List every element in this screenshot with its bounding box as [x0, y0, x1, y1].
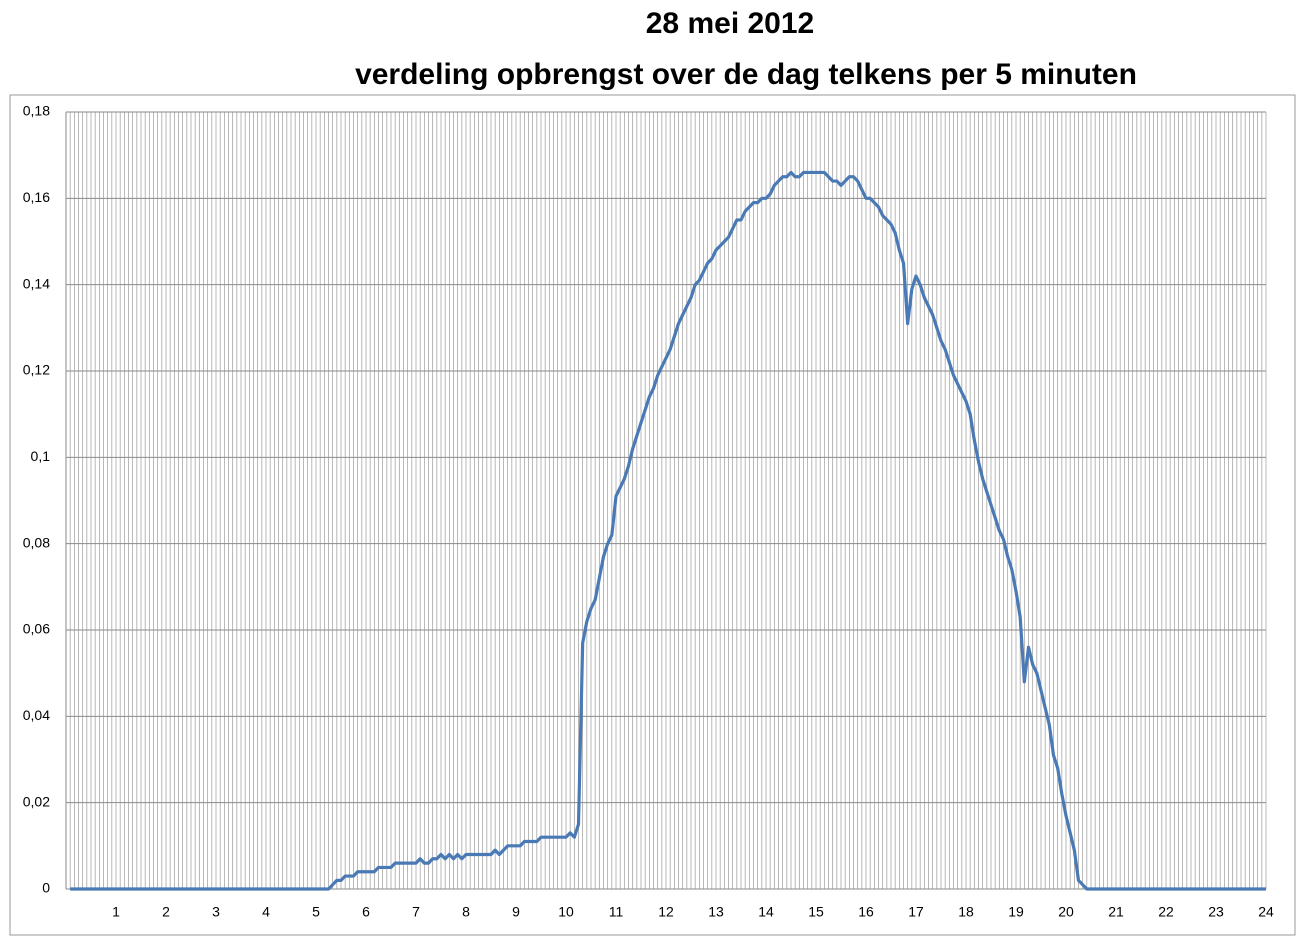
y-tick-label: 0,1 — [31, 448, 51, 464]
x-tick-label: 18 — [958, 904, 974, 920]
chart-title: 28 mei 2012 — [646, 7, 814, 40]
x-tick-label: 9 — [512, 904, 520, 920]
y-tick-label: 0,02 — [23, 793, 50, 809]
grid — [65, 111, 1267, 890]
data-line — [70, 170, 1266, 891]
x-tick-label: 11 — [609, 904, 624, 920]
y-tick-label: 0,18 — [23, 103, 50, 119]
x-tick-label: 2 — [162, 904, 170, 920]
x-tick-label: 4 — [262, 904, 270, 920]
x-tick-label: 8 — [462, 904, 470, 920]
y-tick-label: 0,14 — [23, 275, 50, 291]
chart-subtitle: verdeling opbrengst over de dag telkens … — [355, 58, 1137, 91]
x-tick-label: 22 — [1158, 904, 1174, 920]
x-tick-label: 5 — [312, 904, 320, 920]
x-tick-label: 15 — [808, 904, 824, 920]
x-tick-label: 7 — [412, 904, 420, 920]
x-tick-label: 17 — [908, 904, 924, 920]
x-tick-label: 3 — [212, 904, 220, 920]
x-tick-label: 19 — [1008, 904, 1024, 920]
y-tick-label: 0 — [42, 880, 50, 896]
y-tick-label: 0,04 — [23, 707, 50, 723]
x-tick-label: 16 — [858, 904, 874, 920]
x-tick-label: 23 — [1208, 904, 1224, 920]
x-tick-label: 6 — [362, 904, 370, 920]
y-tick-label: 0,12 — [23, 362, 50, 378]
x-tick-label: 12 — [658, 904, 674, 920]
x-tick-label: 24 — [1258, 904, 1274, 920]
x-tick-label: 10 — [558, 904, 574, 920]
x-tick-label: 13 — [708, 904, 724, 920]
chart-frame — [9, 94, 1296, 936]
y-tick-label: 0,08 — [23, 534, 50, 550]
x-tick-label: 14 — [758, 904, 774, 920]
plot: 00,020,040,060,080,10,120,140,160,181 2 3 4… — [23, 103, 1274, 920]
x-tick-label: 1 — [112, 904, 120, 920]
x-tick-label: 21 — [1108, 904, 1124, 920]
y-tick-label: 0,06 — [23, 621, 50, 637]
x-tick-label: 20 — [1058, 904, 1074, 920]
y-tick-label: 0,16 — [23, 189, 50, 205]
